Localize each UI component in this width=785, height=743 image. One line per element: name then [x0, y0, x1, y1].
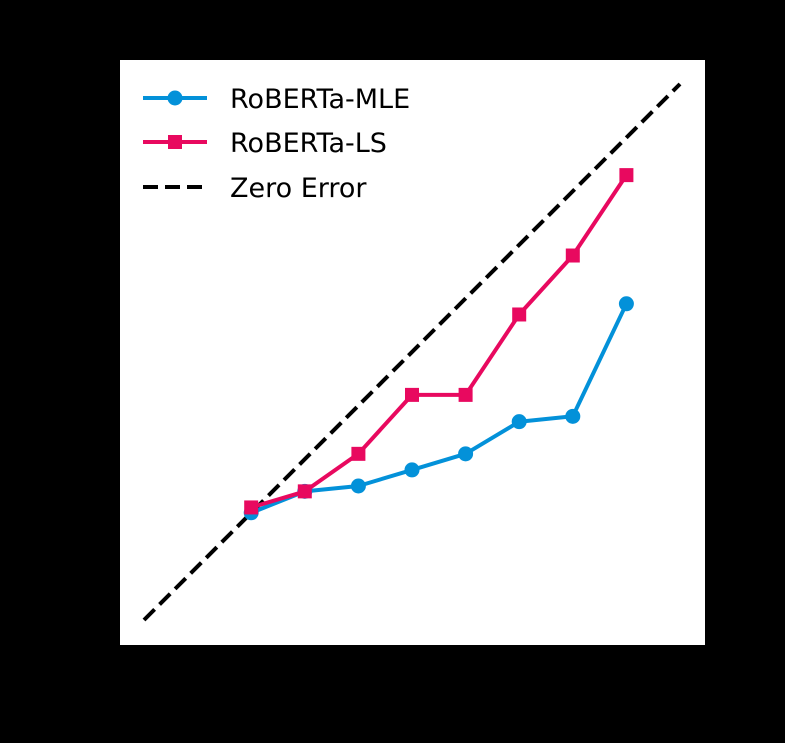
roberta-ls-point: [458, 387, 473, 402]
roberta-ls-point: [297, 484, 312, 499]
zero-error-line: [142, 82, 682, 622]
legend-label-roberta-mle: RoBERTa-MLE: [230, 84, 410, 115]
roberta-mle-point: [404, 462, 420, 478]
roberta-mle-line: [250, 302, 629, 515]
legend: RoBERTa-MLE RoBERTa-LS Zero Error: [143, 84, 410, 204]
legend-marker-roberta-ls: [168, 135, 182, 149]
roberta-ls-point: [619, 168, 634, 183]
legend-label-roberta-ls: RoBERTa-LS: [230, 128, 387, 159]
legend-label-zero-error: Zero Error: [230, 173, 367, 204]
roberta-mle-point: [511, 414, 527, 430]
roberta-ls-point: [565, 248, 580, 263]
zero-error-series: [142, 82, 682, 622]
roberta-mle-point: [350, 478, 366, 494]
legend-item-zero-error: Zero Error: [143, 173, 367, 204]
roberta-mle-point: [618, 296, 634, 312]
roberta-mle-point: [458, 446, 474, 462]
legend-marker-roberta-mle: [167, 90, 183, 106]
roberta-ls-point: [512, 307, 527, 322]
legend-item-roberta-ls: RoBERTa-LS: [143, 128, 387, 159]
roberta-ls-point: [351, 446, 366, 461]
roberta-ls-series: [244, 168, 634, 515]
roberta-ls-point: [244, 500, 259, 515]
legend-item-roberta-mle: RoBERTa-MLE: [143, 84, 410, 115]
series-layer: [142, 82, 682, 622]
roberta-ls-point: [405, 387, 419, 402]
roberta-mle-point: [565, 408, 581, 424]
roberta-ls-line: [250, 173, 629, 510]
